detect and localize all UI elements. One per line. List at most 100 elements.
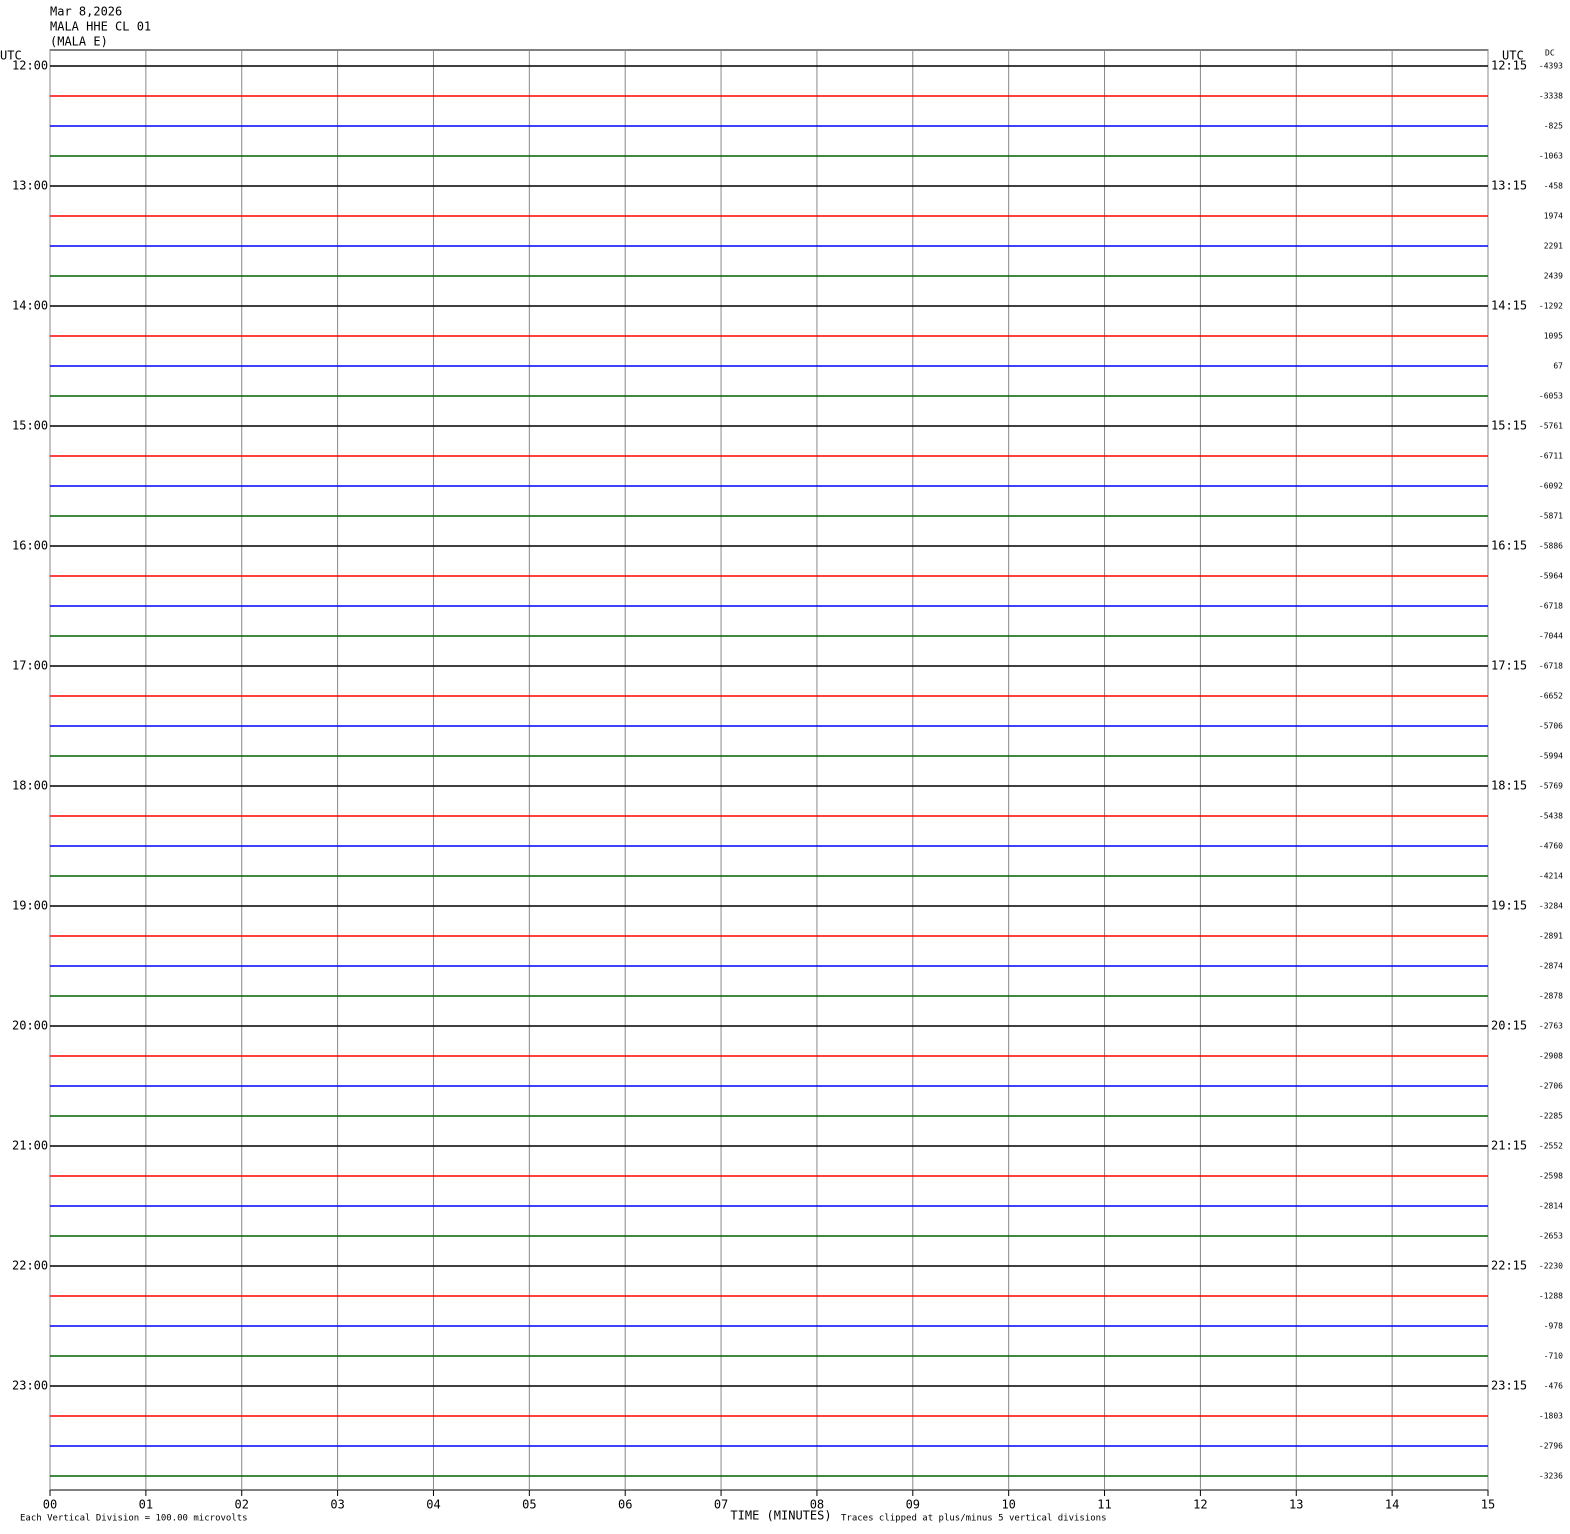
station: MALA HHE CL 01 [50,20,151,34]
right-time-label: 12:15 [1491,59,1527,73]
dc-offset: -4393 [1539,62,1563,71]
dc-offset: -2285 [1539,1112,1563,1121]
x-tick-label: 02 [235,1498,249,1512]
dc-offset: -458 [1544,182,1563,191]
right-time-label: 21:15 [1491,1139,1527,1153]
dc-offset: -6092 [1539,482,1563,491]
left-time-label: 16:00 [12,539,48,553]
channel: (MALA E) [50,35,108,49]
x-tick-label: 00 [43,1498,57,1512]
x-tick-label: 13 [1289,1498,1303,1512]
dc-offset: -2706 [1539,1082,1563,1091]
x-tick-label: 14 [1385,1498,1399,1512]
x-tick-label: 08 [810,1498,824,1512]
left-time-label: 12:00 [12,59,48,73]
dc-offset: -3284 [1539,902,1563,911]
right-time-label: 22:15 [1491,1259,1527,1273]
dc-offset: 1095 [1544,332,1563,341]
dc-offset: -710 [1544,1352,1563,1361]
left-time-label: 19:00 [12,899,48,913]
dc-offset: -978 [1544,1322,1563,1331]
x-tick-label: 01 [139,1498,153,1512]
left-time-label: 13:00 [12,179,48,193]
dc-offset: -5769 [1539,782,1563,791]
dc-offset: -2552 [1539,1142,1563,1151]
date: Mar 8,2026 [50,5,122,19]
left-time-label: 21:00 [12,1139,48,1153]
dc-offset: -3236 [1539,1472,1563,1481]
right-axis-title: UTC [1502,49,1524,63]
right-time-label: 13:15 [1491,179,1527,193]
dc-offset: -5994 [1539,752,1563,761]
dc-offset: -5964 [1539,572,1563,581]
left-time-label: 17:00 [12,659,48,673]
dc-offset: -7044 [1539,632,1563,641]
dc-offset: -5886 [1539,542,1563,551]
left-time-label: 20:00 [12,1019,48,1033]
x-tick-label: 09 [906,1498,920,1512]
dc-offset: -6718 [1539,662,1563,671]
dc-offset: -3338 [1539,92,1563,101]
dc-offset: -2874 [1539,962,1563,971]
dc-offset: 2291 [1544,242,1563,251]
left-time-label: 15:00 [12,419,48,433]
dc-offset: 1974 [1544,212,1563,221]
left-time-label: 18:00 [12,779,48,793]
dc-offset: -476 [1544,1382,1563,1391]
right-time-label: 15:15 [1491,419,1527,433]
plot-frame [49,49,1489,1491]
right-time-label: 18:15 [1491,779,1527,793]
dc-offset: -1803 [1539,1412,1563,1421]
scale-note: Each Vertical Division = 100.00 microvol… [20,1514,248,1524]
left-axis-title: UTC [0,49,22,63]
dc-offset: 2439 [1544,272,1563,281]
x-axis-title: TIME (MINUTES) [730,1509,831,1523]
dc-offset: -2653 [1539,1232,1563,1241]
left-time-label: 23:00 [12,1379,48,1393]
clip-note: Traces clipped at plus/minus 5 vertical … [841,1514,1107,1524]
dc-offset: -2908 [1539,1052,1563,1061]
dc-offset: -4214 [1539,872,1563,881]
dc-offset: -2598 [1539,1172,1563,1181]
dc-offset: -2763 [1539,1022,1563,1031]
x-tick-label: 04 [426,1498,440,1512]
x-tick-label: 10 [1001,1498,1015,1512]
dc-offset: -5706 [1539,722,1563,731]
x-tick-label: 03 [330,1498,344,1512]
left-time-label: 14:00 [12,299,48,313]
right-time-label: 17:15 [1491,659,1527,673]
dc-offset: 67 [1553,362,1563,371]
x-tick-label: 12 [1193,1498,1207,1512]
dc-offset: -2796 [1539,1442,1563,1451]
x-tick-label: 06 [618,1498,632,1512]
right-time-label: 23:15 [1491,1379,1527,1393]
right-time-label: 14:15 [1491,299,1527,313]
right-time-label: 19:15 [1491,899,1527,913]
right-time-label: 20:15 [1491,1019,1527,1033]
dc-offset: -2230 [1539,1262,1563,1271]
x-tick-label: 11 [1097,1498,1111,1512]
dc-offset: -4760 [1539,842,1563,851]
dc-offset: -6711 [1539,452,1563,461]
x-tick-label: 05 [522,1498,536,1512]
left-time-label: 22:00 [12,1259,48,1273]
x-tick-label: 15 [1481,1498,1495,1512]
dc-offset: -6652 [1539,692,1563,701]
dc-offset: -6053 [1539,392,1563,401]
dc-offset: -1288 [1539,1292,1563,1301]
right-time-label: 16:15 [1491,539,1527,553]
dc-offset: -2878 [1539,992,1563,1001]
x-tick-label: 07 [714,1498,728,1512]
dc-title: DC [1545,49,1555,58]
dc-offset: -2891 [1539,932,1563,941]
dc-offset: -1063 [1539,152,1563,161]
dc-offset: -5871 [1539,512,1563,521]
dc-offset: -5761 [1539,422,1563,431]
dc-offset: -825 [1544,122,1563,131]
dc-offset: -1292 [1539,302,1563,311]
dc-offset: -2814 [1539,1202,1563,1211]
dc-offset: -6718 [1539,602,1563,611]
dc-offset: -5438 [1539,812,1563,821]
